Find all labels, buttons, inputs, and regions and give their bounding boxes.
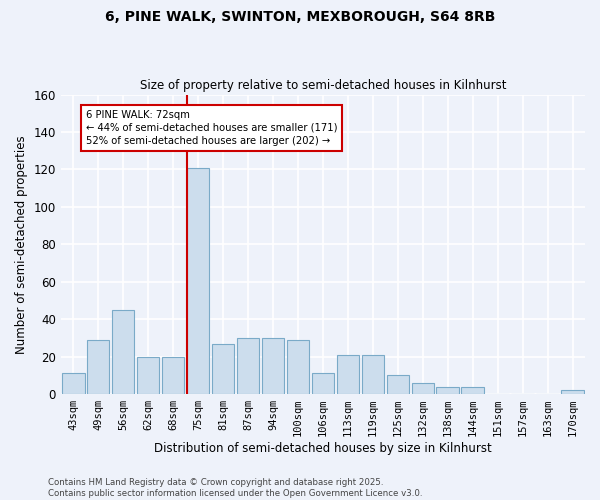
Bar xyxy=(287,340,309,394)
Bar xyxy=(237,338,259,394)
Bar xyxy=(436,386,459,394)
Bar xyxy=(337,355,359,394)
Text: Contains HM Land Registry data © Crown copyright and database right 2025.
Contai: Contains HM Land Registry data © Crown c… xyxy=(48,478,422,498)
Bar xyxy=(461,386,484,394)
Text: 6, PINE WALK, SWINTON, MEXBOROUGH, S64 8RB: 6, PINE WALK, SWINTON, MEXBOROUGH, S64 8… xyxy=(105,10,495,24)
Text: 6 PINE WALK: 72sqm
← 44% of semi-detached houses are smaller (171)
52% of semi-d: 6 PINE WALK: 72sqm ← 44% of semi-detache… xyxy=(86,110,337,146)
Bar xyxy=(162,356,184,394)
Bar xyxy=(137,356,160,394)
Bar xyxy=(412,383,434,394)
Bar xyxy=(212,344,234,394)
X-axis label: Distribution of semi-detached houses by size in Kilnhurst: Distribution of semi-detached houses by … xyxy=(154,442,492,455)
Bar xyxy=(362,355,384,394)
Y-axis label: Number of semi-detached properties: Number of semi-detached properties xyxy=(15,135,28,354)
Bar xyxy=(87,340,109,394)
Bar xyxy=(311,374,334,394)
Title: Size of property relative to semi-detached houses in Kilnhurst: Size of property relative to semi-detach… xyxy=(140,79,506,92)
Bar xyxy=(561,390,584,394)
Bar xyxy=(386,376,409,394)
Bar xyxy=(262,338,284,394)
Bar xyxy=(112,310,134,394)
Bar xyxy=(187,168,209,394)
Bar xyxy=(62,374,85,394)
